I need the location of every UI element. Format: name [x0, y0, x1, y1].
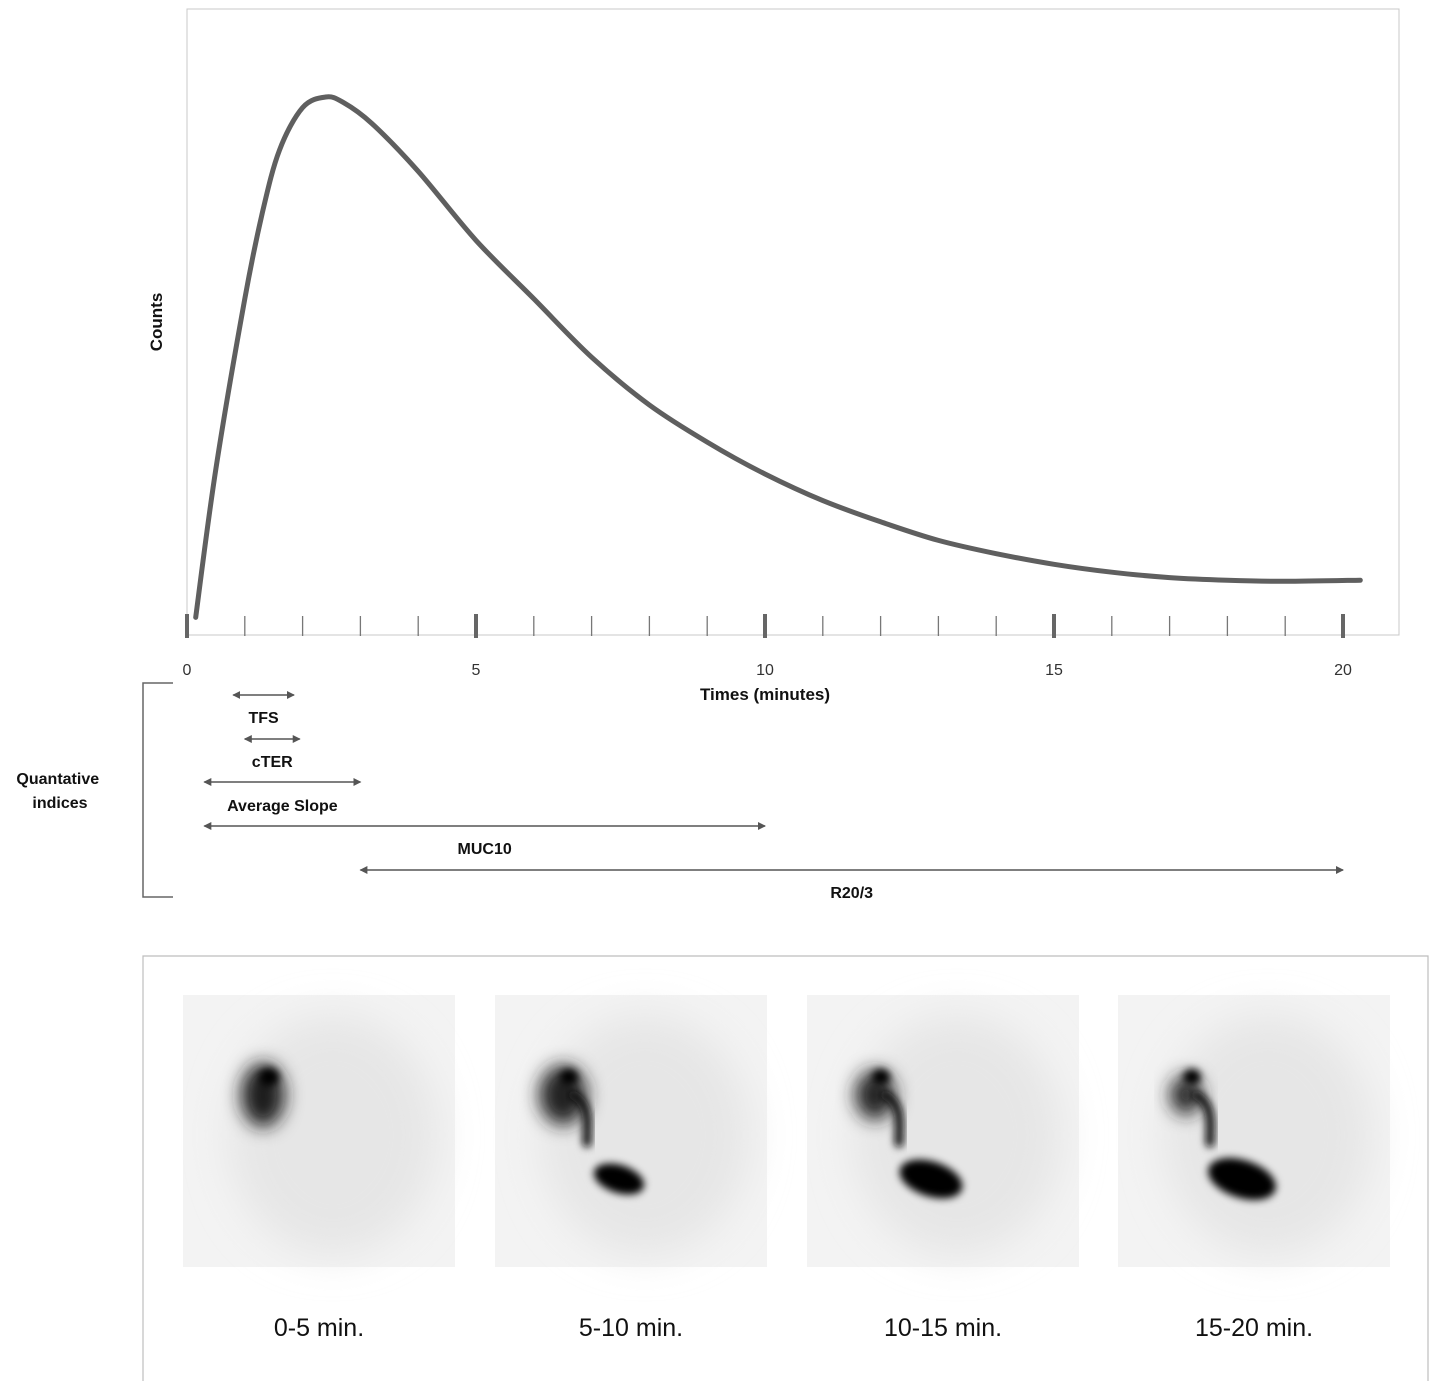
indices-group-label-line1: Quantative [16, 771, 99, 788]
frame-caption: 0-5 min. [274, 1314, 364, 1342]
indices-group-label: Quantative indices [16, 771, 103, 812]
indices-group-label-line2: indices [32, 795, 87, 812]
x-tick-label: 10 [756, 662, 774, 679]
x-tick-label: 20 [1334, 662, 1352, 679]
scan-body-haze [1163, 1015, 1373, 1255]
ureter [1191, 1090, 1215, 1148]
x-axis-title: Times (minutes) [700, 685, 830, 704]
renogram-curve [193, 94, 1363, 620]
index-label-tfs: TFS [248, 710, 279, 727]
bladder [593, 1163, 645, 1195]
bladder [899, 1159, 963, 1199]
scan-frame-4: 15-20 min. [1118, 995, 1390, 1342]
kidney-uptake [1170, 1075, 1202, 1115]
chart-plot-frame [186, 8, 1400, 636]
indices-arrows: TFS cTER Average Slope MUC10 R20/3 [203, 691, 1344, 902]
frame-caption: 10-15 min. [884, 1314, 1002, 1342]
ureter [568, 1090, 592, 1148]
index-label-r20-3: R20/3 [830, 885, 873, 902]
x-tick-label: 0 [183, 662, 192, 679]
scintigraphy-frames: 0-5 min. 5-10 min. 10-15 min. 15-20 min. [183, 995, 1390, 1342]
index-label-cter: cTER [252, 754, 293, 771]
scan-body-haze [228, 1015, 438, 1255]
kidney-hotspot [872, 1069, 890, 1085]
x-tick-label: 5 [472, 662, 481, 679]
frame-caption: 5-10 min. [579, 1314, 683, 1342]
kidney-hotspot [1183, 1069, 1201, 1085]
scan-body-haze [540, 1015, 750, 1255]
scan-frame-2: 5-10 min. [495, 995, 767, 1342]
scan-body-haze [852, 1015, 1062, 1255]
kidney-hotspot [560, 1069, 578, 1085]
y-axis-title: Counts [147, 293, 166, 352]
scan-frame-1: 0-5 min. [183, 995, 455, 1342]
frames-panel-border [142, 955, 1429, 1381]
index-label-average-slope: Average Slope [227, 798, 338, 815]
ureter [880, 1090, 904, 1148]
x-axis: 0 5 10 15 20 [183, 614, 1352, 679]
kidney-hotspot [259, 1068, 279, 1086]
bladder [1208, 1158, 1276, 1200]
frame-caption: 15-20 min. [1195, 1314, 1313, 1342]
x-tick-label: 15 [1045, 662, 1063, 679]
index-label-muc10: MUC10 [458, 841, 512, 858]
indices-bracket [142, 682, 173, 898]
scan-frame-3: 10-15 min. [807, 995, 1079, 1342]
